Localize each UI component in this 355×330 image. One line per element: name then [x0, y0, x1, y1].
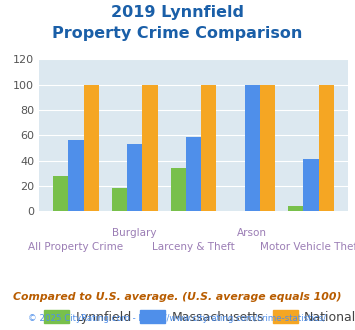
Bar — [201, 85, 217, 211]
Text: Compared to U.S. average. (U.S. average equals 100): Compared to U.S. average. (U.S. average … — [13, 292, 342, 302]
Bar — [53, 176, 69, 211]
Bar — [170, 168, 186, 211]
Text: Arson: Arson — [237, 228, 267, 238]
Bar — [142, 85, 158, 211]
Text: Burglary: Burglary — [113, 228, 157, 238]
Text: All Property Crime: All Property Crime — [28, 242, 124, 252]
Text: © 2025 CityRating.com - https://www.cityrating.com/crime-statistics/: © 2025 CityRating.com - https://www.city… — [28, 314, 327, 323]
Bar — [245, 85, 260, 211]
Text: Property Crime Comparison: Property Crime Comparison — [52, 26, 303, 41]
Bar — [127, 144, 142, 211]
Text: Larceny & Theft: Larceny & Theft — [152, 242, 235, 252]
Bar — [84, 85, 99, 211]
Bar — [186, 137, 201, 211]
Bar — [303, 159, 318, 211]
Text: Motor Vehicle Theft: Motor Vehicle Theft — [260, 242, 355, 252]
Bar — [318, 85, 334, 211]
Bar — [288, 206, 303, 211]
Legend: Lynnfield, Massachusetts, National: Lynnfield, Massachusetts, National — [39, 306, 355, 329]
Bar — [260, 85, 275, 211]
Text: 2019 Lynnfield: 2019 Lynnfield — [111, 5, 244, 20]
Bar — [69, 140, 84, 211]
Bar — [112, 188, 127, 211]
